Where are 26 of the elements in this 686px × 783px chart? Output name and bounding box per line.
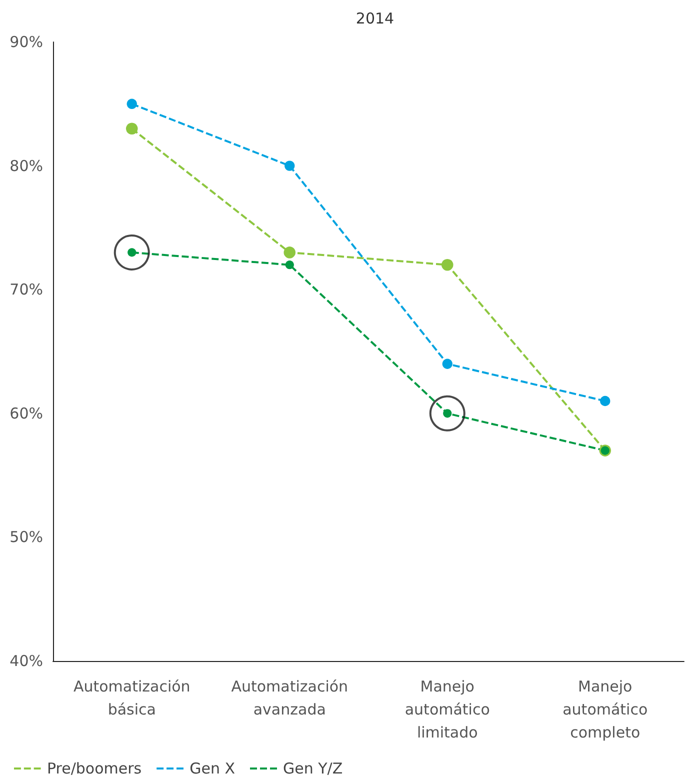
y-tick-label: 80% — [10, 156, 43, 175]
legend-label: Pre/boomers — [47, 760, 142, 778]
legend-label: Gen X — [190, 760, 236, 778]
point — [126, 98, 137, 109]
point — [114, 234, 150, 270]
point — [126, 122, 138, 135]
x-tick-label: Manejo automático limitado — [404, 678, 490, 742]
point — [442, 358, 452, 369]
point — [600, 396, 610, 406]
x-tick-label: Automatización básica — [73, 678, 190, 718]
point — [285, 260, 294, 270]
point — [284, 246, 296, 258]
y-tick-label: 50% — [10, 528, 43, 546]
x-tick-label: Automatización avanzada — [231, 678, 348, 718]
point — [441, 258, 454, 271]
chart-title: 2014 — [356, 10, 394, 28]
y-tick-label: 60% — [10, 404, 43, 422]
y-tick-label: 90% — [10, 33, 43, 51]
x-tick-label: Manejo automático completo — [562, 678, 648, 742]
y-tick-label: 40% — [10, 652, 43, 670]
point — [429, 395, 466, 432]
point — [443, 409, 452, 418]
point — [128, 248, 136, 257]
point — [284, 160, 295, 171]
legend-label: Gen Y/Z — [283, 760, 343, 778]
y-tick-label: 70% — [10, 280, 43, 299]
